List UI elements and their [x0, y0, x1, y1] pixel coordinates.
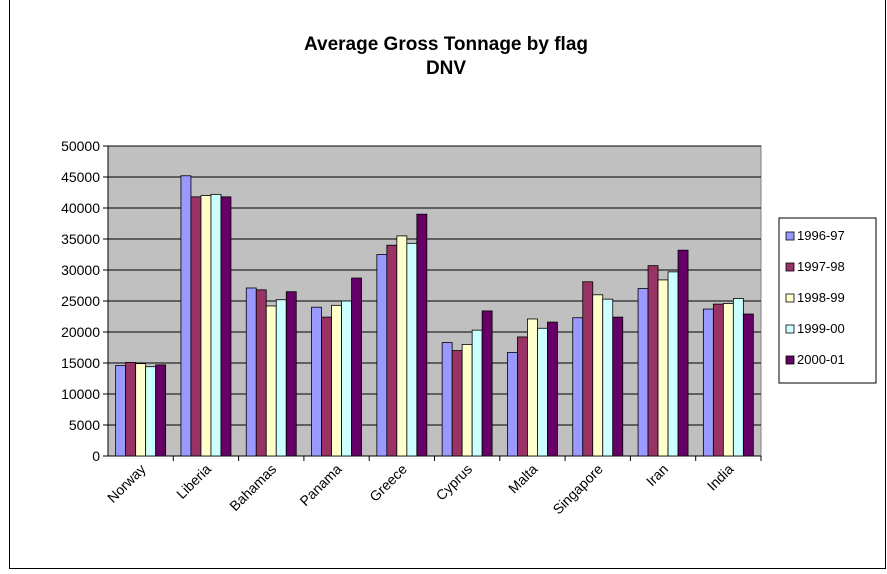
bar-singapore-1999-00: [602, 298, 614, 457]
y-tick-label: 25000: [61, 293, 100, 309]
bar-greece-1998-99: [396, 235, 408, 457]
y-tick-label: 0: [92, 448, 100, 464]
bar-cyprus-1997-98: [451, 350, 463, 457]
bar-malta-1998-99: [527, 318, 538, 457]
bar-india-1996-97: [702, 308, 714, 457]
x-tick-label: Cyprus: [433, 461, 476, 504]
y-tick-label: 15000: [61, 355, 100, 371]
legend-swatch: [785, 355, 795, 365]
bar-liberia-1999-00: [210, 193, 222, 457]
bar-india-1999-00: [732, 298, 744, 457]
chart-canvas: Average Gross Tonnage by flag DNV 0 5000 1…: [61, 34, 877, 518]
bar-panama-1996-97: [311, 306, 322, 457]
bar-singapore-1996-97: [572, 317, 584, 457]
legend-swatch: [785, 324, 795, 334]
bar-malta-1996-97: [507, 352, 518, 457]
bar-singapore-2000-01: [612, 316, 624, 457]
bar-greece-1997-98: [386, 244, 398, 457]
bar-iran-1998-99: [657, 279, 669, 457]
bar-liberia-1997-98: [190, 196, 202, 457]
bar-liberia-1998-99: [200, 195, 212, 457]
bar-greece-1996-97: [376, 254, 388, 457]
bar-singapore-1997-98: [582, 281, 594, 457]
bar-india-1998-99: [722, 303, 734, 457]
legend-label: 1996-97: [797, 228, 845, 243]
legend-swatch: [785, 293, 795, 303]
y-tick-label: 40000: [61, 200, 100, 216]
bar-iran-2000-01: [677, 249, 689, 457]
x-tick-label: Malta: [505, 461, 541, 497]
x-tick-label: Norway: [104, 461, 149, 506]
legend-label: 1998-99: [797, 290, 845, 305]
legend: 1996-97 1997-98 1998-99 1999-00 2000-01: [778, 217, 877, 384]
bar-liberia-1996-97: [180, 175, 192, 457]
bar-india-2000-01: [742, 313, 754, 457]
bar-bahamas-1999-00: [275, 299, 287, 457]
chart-subtitle: DNV: [426, 58, 466, 79]
y-tick-label: 50000: [61, 138, 100, 154]
y-tick-label: 20000: [61, 324, 100, 340]
bar-panama-1999-00: [341, 300, 352, 457]
x-tick-label: Panama: [296, 461, 344, 509]
bar-greece-2000-01: [416, 213, 428, 457]
bar-malta-2000-01: [547, 321, 558, 457]
y-tick-label: 35000: [61, 231, 100, 247]
y-tick-label: 5000: [69, 417, 100, 433]
x-tick-label: Liberia: [173, 461, 214, 502]
bar-greece-1999-00: [406, 242, 418, 457]
legend-swatch: [785, 231, 795, 241]
plot-area: 0 5000 10000 15000 20000 25000 30000 35000 40000…: [61, 138, 762, 518]
legend-label: 1999-00: [797, 321, 845, 336]
y-tick-label: 30000: [61, 262, 100, 278]
bar-norway-1998-99: [135, 363, 147, 457]
bar-iran-1999-00: [667, 271, 679, 457]
chart-frame: Average Gross Tonnage by flag DNV 0 5000 1…: [9, 0, 886, 569]
chart-title: Average Gross Tonnage by flag: [304, 34, 588, 55]
bar-bahamas-1996-97: [245, 287, 257, 457]
bar-iran-1996-97: [637, 288, 649, 457]
legend-box: [778, 217, 877, 384]
bar-norway-1997-98: [125, 361, 137, 457]
bar-panama-2000-01: [351, 277, 362, 457]
legend-label: 2000-01: [797, 352, 845, 367]
bar-bahamas-1998-99: [265, 305, 277, 457]
bar-panama-1997-98: [321, 316, 332, 457]
bar-malta-1999-00: [537, 327, 548, 457]
x-tick-label: India: [704, 461, 737, 494]
bar-bahamas-1997-98: [255, 289, 267, 457]
bar-bahamas-2000-01: [285, 291, 297, 457]
bar-cyprus-2000-01: [481, 310, 493, 457]
legend-swatch: [785, 262, 795, 272]
bar-india-1997-98: [712, 303, 724, 457]
x-tick-label: Greece: [366, 461, 410, 505]
bar-singapore-1998-99: [592, 294, 604, 457]
x-tick-label: Bahamas: [226, 461, 279, 514]
bar-liberia-2000-01: [220, 196, 232, 457]
x-tick-label: Iran: [643, 461, 671, 489]
bar-norway-1996-97: [115, 365, 127, 457]
bar-iran-1997-98: [647, 265, 659, 457]
bar-panama-1998-99: [331, 304, 342, 457]
bar-norway-1999-00: [145, 366, 157, 457]
bar-cyprus-1999-00: [471, 329, 483, 457]
bar-cyprus-1996-97: [441, 342, 453, 457]
bar-malta-1997-98: [517, 336, 528, 457]
bar-cyprus-1998-99: [461, 343, 473, 457]
x-tick-label: Singapore: [549, 461, 606, 518]
legend-label: 1997-98: [797, 259, 845, 274]
y-tick-label: 45000: [61, 169, 100, 185]
bar-norway-2000-01: [155, 364, 167, 457]
y-tick-label: 10000: [61, 386, 100, 402]
